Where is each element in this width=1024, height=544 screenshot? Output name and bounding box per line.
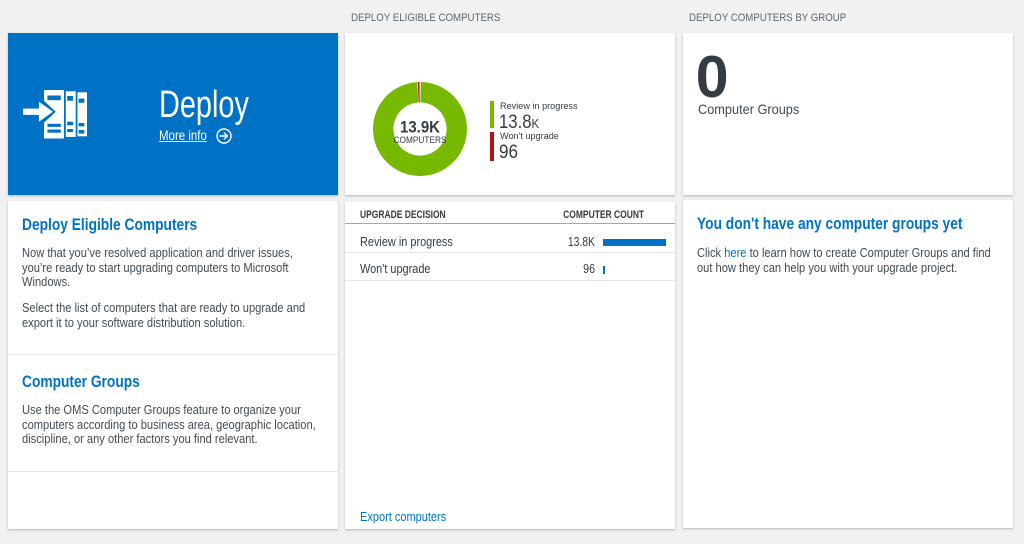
svg-text:COMPUTERS: COMPUTERS bbox=[394, 135, 447, 146]
svg-text:13.9K: 13.9K bbox=[400, 119, 440, 137]
